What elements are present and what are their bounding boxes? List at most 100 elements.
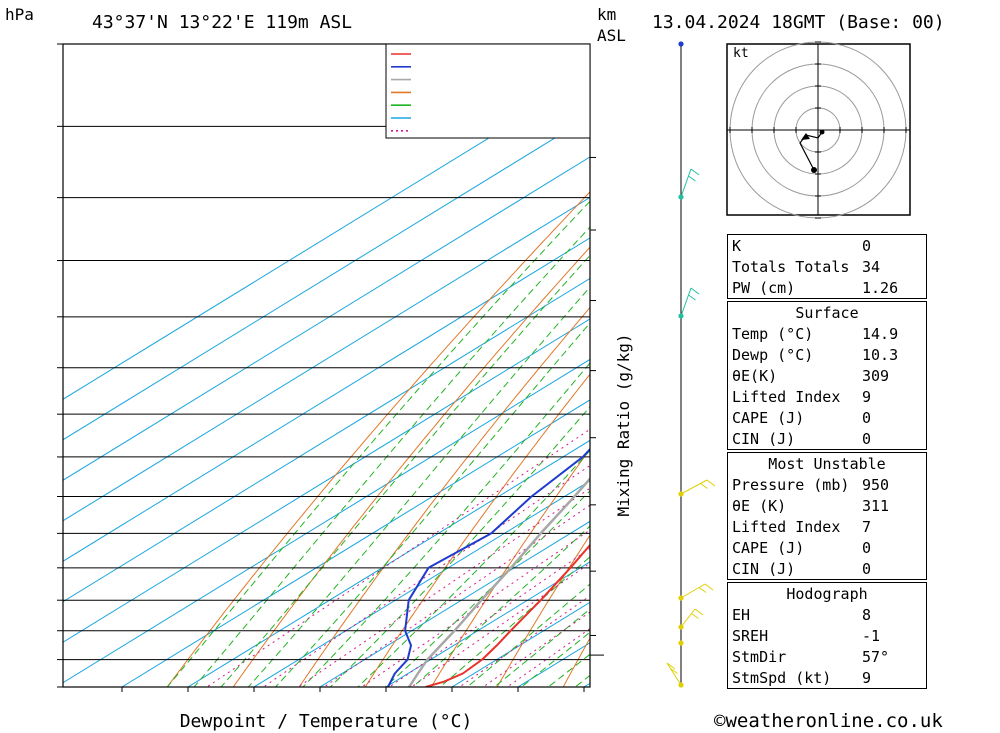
index-row: CAPE (J) 0 — [728, 407, 927, 428]
x-axis-label: Dewpoint / Temperature (°C) — [180, 711, 473, 732]
wet-adiabat-line — [329, 405, 590, 687]
dewpoint-line — [387, 447, 590, 687]
isotherm-line — [385, 561, 590, 687]
wind-barb-flag — [700, 483, 708, 489]
hodograph-table: Hodograph EH 8 SREH -1 StmDir 57° StmSpd (kt) 9 — [727, 582, 927, 689]
legend — [385, 43, 591, 139]
index-row: PW (cm) 1.26 — [728, 277, 927, 299]
index-value: 9 — [862, 387, 872, 406]
index-label: Totals Totals — [732, 257, 850, 276]
axes — [57, 43, 604, 692]
dry-adiabat-line — [232, 246, 590, 687]
isotherm-line — [63, 358, 590, 684]
wind-barb-column — [666, 41, 716, 688]
wind-barb-shaft — [680, 287, 692, 317]
wet-adiabat-line — [439, 556, 590, 687]
isotherm-line — [187, 439, 590, 687]
background-lines — [63, 26, 1000, 713]
wind-barb-flag — [690, 168, 700, 176]
dry-adiabat-line — [166, 191, 590, 687]
wind-barb-shaft — [680, 608, 696, 628]
hodograph: kt — [726, 41, 911, 219]
dry-adiabat-line — [298, 306, 590, 687]
asl-label: ASL — [597, 26, 626, 45]
index-row: Lifted Index 7 — [728, 516, 927, 537]
isotherm-line — [63, 75, 590, 400]
hodograph-title: Hodograph — [786, 584, 868, 603]
temperature-line — [425, 543, 590, 687]
isotherm-line — [63, 115, 590, 441]
wind-barb-shaft — [680, 583, 706, 599]
isotherm-line — [63, 156, 590, 481]
wind-barb-shaft — [666, 662, 682, 686]
wind-barb-flag — [694, 608, 704, 616]
most-unstable-table: Most Unstable Pressure (mb) 950 θE (K) 311 L… — [727, 452, 927, 580]
index-value: 0 — [862, 429, 872, 448]
index-label: CIN (J) — [732, 559, 796, 578]
index-label: θE (K) — [732, 496, 787, 515]
isotherm-line — [253, 480, 590, 687]
mixing-ratio-line — [297, 487, 590, 687]
isobars — [63, 43, 590, 688]
wet-adiabat-line — [302, 362, 590, 687]
index-row: SREH -1 — [728, 625, 927, 646]
index-label: StmDir — [732, 647, 787, 666]
wet-adiabat-line — [384, 490, 590, 687]
index-label: Temp (°C) — [732, 324, 814, 343]
index-value: 309 — [862, 366, 890, 385]
hodograph-unit: kt — [733, 46, 749, 61]
km-label: km — [597, 5, 616, 24]
dry-adiabat-line — [562, 637, 590, 687]
profiles — [387, 447, 590, 687]
index-value: 14.9 — [862, 324, 899, 343]
dry-adiabat-line — [951, 26, 1000, 713]
index-label: CAPE (J) — [732, 408, 805, 427]
wind-barb-flag — [690, 287, 700, 295]
isotherm-line — [63, 196, 590, 522]
isotherm-line — [121, 399, 590, 687]
index-value: 9 — [862, 668, 872, 687]
index-value: 0 — [862, 408, 872, 427]
wind-barb-flag — [670, 668, 678, 674]
index-label: CIN (J) — [732, 429, 796, 448]
wind-barb-shaft — [680, 168, 692, 198]
wet-adiabat-line — [274, 322, 590, 687]
isotherm-line — [63, 277, 590, 603]
index-label: K — [732, 236, 742, 255]
general-indices-table: K 0 Totals Totals 34 PW (cm) 1.26 — [727, 234, 927, 299]
index-row: StmSpd (kt) 9 — [728, 667, 927, 689]
index-row: CIN (J) 0 — [728, 428, 927, 450]
wind-barb-flag — [704, 583, 714, 591]
most-unstable-title: Most Unstable — [768, 454, 886, 473]
datetime-title: 13.04.2024 18GMT (Base: 00) — [652, 12, 945, 33]
wind-barb-flag — [698, 587, 707, 593]
index-row: Pressure (mb) 950 — [728, 474, 927, 495]
wind-level-dot — [678, 640, 684, 646]
mixing-ratio-line — [388, 547, 590, 687]
index-label: Lifted Index — [732, 517, 841, 536]
index-label: SREH — [732, 626, 769, 645]
index-row: θE (K) 311 — [728, 495, 927, 516]
wind-barb-flag — [688, 294, 696, 301]
pressure-unit: hPa — [5, 5, 34, 24]
index-value: 57° — [862, 647, 890, 666]
index-value: -1 — [862, 626, 881, 645]
wind-barb-flag — [688, 175, 696, 182]
index-value: 1.26 — [862, 278, 899, 297]
wind-level-dot — [678, 41, 684, 47]
index-label: EH — [732, 605, 751, 624]
mixing-ratio-line — [323, 504, 590, 687]
index-label: StmSpd (kt) — [732, 668, 832, 687]
index-value: 10.3 — [862, 345, 899, 364]
index-row: EH 8 — [728, 604, 927, 625]
index-row: StmDir 57° — [728, 646, 927, 667]
surface-table: Surface Temp (°C) 14.9 Dewp (°C) 10.3 θE(K) 3… — [727, 301, 927, 450]
index-label: CAPE (J) — [732, 538, 805, 557]
wind-barb-shaft — [680, 479, 708, 495]
isotherm-line — [63, 237, 590, 562]
dry-adiabat-line — [496, 534, 590, 687]
wet-adiabat-line — [220, 254, 590, 687]
index-row: CAPE (J) 0 — [728, 537, 927, 558]
isotherm-line — [319, 520, 590, 687]
hodograph-storm-marker — [801, 133, 810, 140]
